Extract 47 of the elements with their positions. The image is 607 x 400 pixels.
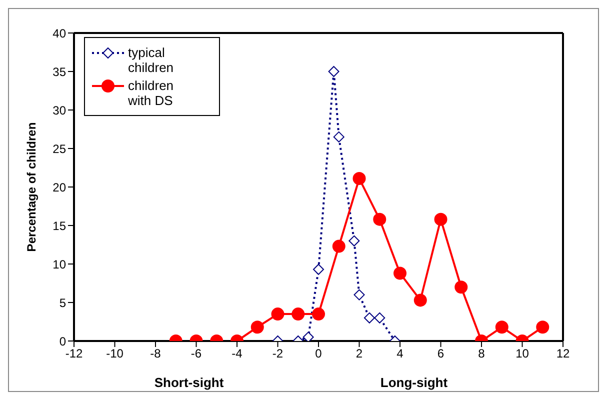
y-tick-label: 10 — [52, 257, 66, 272]
point — [454, 280, 468, 294]
x-tick-label: 6 — [437, 346, 444, 361]
point — [373, 212, 386, 226]
y-tick-label: 20 — [52, 180, 66, 194]
point — [332, 240, 346, 253]
point — [328, 66, 340, 77]
point — [352, 172, 366, 186]
legend-label: children with DS — [128, 78, 175, 108]
point — [495, 320, 508, 334]
y-tick-label: 0 — [59, 334, 66, 348]
point — [271, 308, 284, 321]
y-tick-label: 30 — [52, 103, 66, 118]
x-tick-label: 0 — [315, 346, 322, 361]
x-tick-label: -12 — [65, 346, 83, 361]
point — [313, 264, 324, 275]
x-tick-label: 12 — [556, 346, 570, 361]
x-tick-label: -10 — [106, 346, 124, 361]
x-tick-label: -6 — [190, 346, 202, 361]
y-tick-label: 25 — [52, 142, 66, 156]
point — [302, 332, 314, 341]
y-tick-label: 15 — [52, 218, 66, 233]
x-tick-label: 2 — [356, 346, 363, 361]
y-tick-label: 40 — [52, 26, 66, 40]
point — [250, 320, 264, 334]
x-tick-label: -4 — [232, 346, 243, 361]
point — [536, 320, 550, 334]
point — [394, 266, 406, 280]
point — [434, 212, 448, 226]
point — [348, 235, 360, 246]
text: Short-sight — [153, 375, 225, 390]
x-tick-label: 10 — [516, 346, 530, 361]
y-tick-label: 35 — [52, 64, 66, 79]
point — [312, 308, 325, 321]
point — [292, 308, 305, 321]
x-tick-label: -8 — [150, 346, 162, 361]
y-axis-title: Percentage of children — [24, 122, 38, 252]
point — [333, 131, 344, 142]
point — [414, 294, 427, 307]
x-tick-label: 8 — [478, 346, 486, 361]
point — [374, 312, 386, 324]
y-tick-label: 5 — [59, 296, 66, 310]
text: Long-sight — [379, 375, 449, 390]
x-tick-label: -2 — [272, 346, 284, 361]
point — [354, 289, 365, 300]
point — [364, 312, 375, 324]
x-tick-label: 4 — [396, 346, 404, 361]
